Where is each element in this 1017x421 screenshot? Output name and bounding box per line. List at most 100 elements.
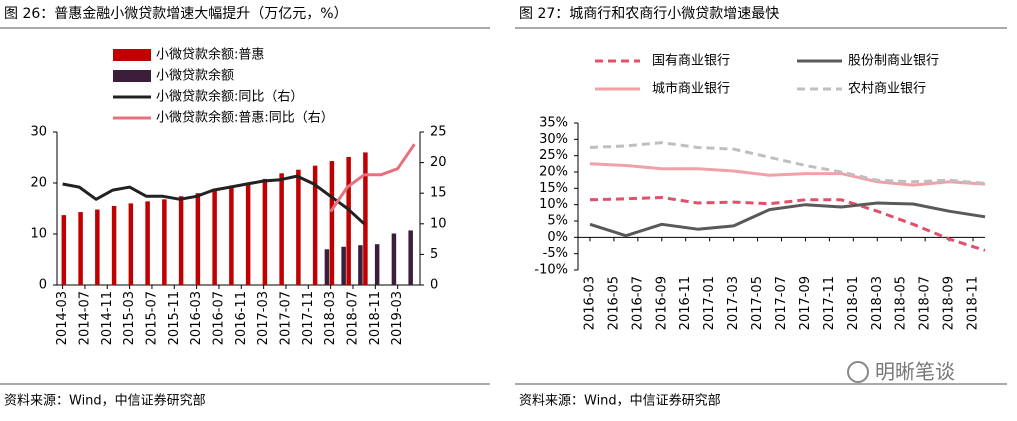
x-tick-label: 2015-03 <box>122 291 137 345</box>
bar <box>391 233 397 285</box>
x-tick-label: 2016-07 <box>630 276 645 330</box>
x-tick-label: 2017-07 <box>278 291 293 345</box>
x-tick-label: 2017-01 <box>702 276 717 330</box>
x-tick-label: 2014-07 <box>77 291 92 345</box>
x-tick-label: 2018-11 <box>368 291 383 345</box>
x-tick-label: 2016-03 <box>582 276 597 330</box>
x-tick-label: 2016-11 <box>678 276 693 330</box>
bar <box>346 156 351 285</box>
x-tick-label: 2018-07 <box>918 276 933 330</box>
legend-label: 股份制商业银行 <box>848 54 939 69</box>
x-tick-label: 2014-03 <box>55 291 70 345</box>
y-tick-label: 20 <box>30 176 47 191</box>
watermark-icon <box>847 361 869 383</box>
x-tick-label: 2018-05 <box>894 276 909 330</box>
y-tick-label: 30% <box>539 132 568 147</box>
y-tick-label: 15% <box>539 181 568 196</box>
line-series <box>589 162 986 187</box>
y2-tick-label: 0 <box>430 278 438 293</box>
y-tick-label: -5% <box>543 246 568 261</box>
line-series <box>329 143 416 213</box>
legend-label: 国有商业银行 <box>652 54 730 69</box>
bar <box>162 199 167 285</box>
bar <box>408 230 413 285</box>
x-tick-label: 2018-03 <box>870 276 885 330</box>
x-tick-label: 2014-11 <box>100 291 115 345</box>
y2-tick-label: 5 <box>430 247 438 262</box>
line-series <box>589 201 986 238</box>
bar <box>279 173 284 285</box>
watermark-text: 明晰笔谈 <box>875 360 955 384</box>
x-tick-label: 2017-07 <box>774 276 789 330</box>
y-tick-label: 5% <box>547 214 568 229</box>
bar <box>262 178 268 285</box>
x-tick-label: 2019-03 <box>390 291 405 345</box>
y2-tick-label: 10 <box>430 216 447 231</box>
bar <box>78 212 83 285</box>
x-tick-label: 2018-03 <box>323 291 338 345</box>
bar <box>229 185 234 285</box>
y-tick-label: 25% <box>539 148 568 163</box>
chart-title: 图 27：城商行和农商行小微贷款增速最快 <box>519 6 779 22</box>
x-tick-label: 2016-03 <box>189 291 204 345</box>
x-tick-label: 2015-11 <box>167 291 182 345</box>
legend-label: 小微贷款余额 <box>156 68 234 84</box>
x-tick-label: 2018-01 <box>846 276 861 330</box>
y-tick-label: 20% <box>539 165 568 180</box>
x-tick-label: 2015-07 <box>144 291 159 345</box>
bar <box>245 182 251 285</box>
x-tick-label: 2018-11 <box>966 276 981 330</box>
x-tick-label: 2016-09 <box>654 276 669 330</box>
x-tick-label: 2017-05 <box>750 276 765 330</box>
legend-label: 小微贷款余额:同比（右） <box>156 89 303 105</box>
x-tick-label: 2016-05 <box>606 276 621 330</box>
legend-swatch <box>113 70 151 82</box>
bar <box>358 245 363 285</box>
y-tick-label: 0 <box>39 278 47 293</box>
legend-label: 小微贷款余额:普惠:同比（右） <box>156 110 334 126</box>
chart-panel: 图 26：普惠金融小微贷款增速大幅提升（万亿元，%） 资料来源：Wind，中信证券… <box>0 6 490 409</box>
bar <box>341 246 346 285</box>
source-note: 资料来源：Wind，中信证券研究部 <box>519 393 721 409</box>
x-tick-label: 2018-09 <box>942 276 957 330</box>
bar <box>145 201 150 285</box>
x-tick-label: 2017-03 <box>726 276 741 330</box>
legend-label: 农村商业银行 <box>848 82 926 97</box>
y-tick-label: 35% <box>539 116 568 131</box>
x-tick-label: 2018-07 <box>345 291 360 345</box>
bar <box>324 249 330 285</box>
bar <box>212 188 217 285</box>
bar <box>178 196 184 285</box>
bar <box>128 203 134 285</box>
watermark: 明晰笔谈 <box>847 360 955 384</box>
x-tick-label: 2017-11 <box>822 276 837 330</box>
y2-tick-label: 20 <box>430 155 447 170</box>
x-tick-label: 2017-03 <box>256 291 271 345</box>
y2-tick-label: 15 <box>430 186 447 201</box>
x-tick-label: 2017-09 <box>798 276 813 330</box>
bar <box>61 215 67 285</box>
source-note: 资料来源：Wind，中信证券研究部 <box>4 393 206 409</box>
line-series <box>62 174 366 225</box>
y-tick-label: 10 <box>30 227 47 242</box>
legend-label: 城市商业银行 <box>652 81 730 97</box>
x-tick-label: 2016-11 <box>234 291 249 345</box>
y-tick-label: 30 <box>30 125 47 140</box>
bar <box>296 169 301 285</box>
x-tick-label: 2016-07 <box>211 291 226 345</box>
bar <box>312 165 318 285</box>
bar <box>374 244 380 285</box>
legend-label: 小微贷款余额:普惠 <box>156 47 264 63</box>
chart-title: 图 26：普惠金融小微贷款增速大幅提升（万亿元，%） <box>4 6 348 22</box>
legend-swatch <box>113 49 151 61</box>
line-series <box>589 141 986 185</box>
y2-tick-label: 25 <box>430 125 447 140</box>
bar <box>95 209 100 285</box>
bar <box>195 193 201 285</box>
bar <box>111 205 117 285</box>
line-series <box>589 196 986 252</box>
bar <box>329 161 335 285</box>
x-tick-label: 2017-11 <box>301 291 316 345</box>
